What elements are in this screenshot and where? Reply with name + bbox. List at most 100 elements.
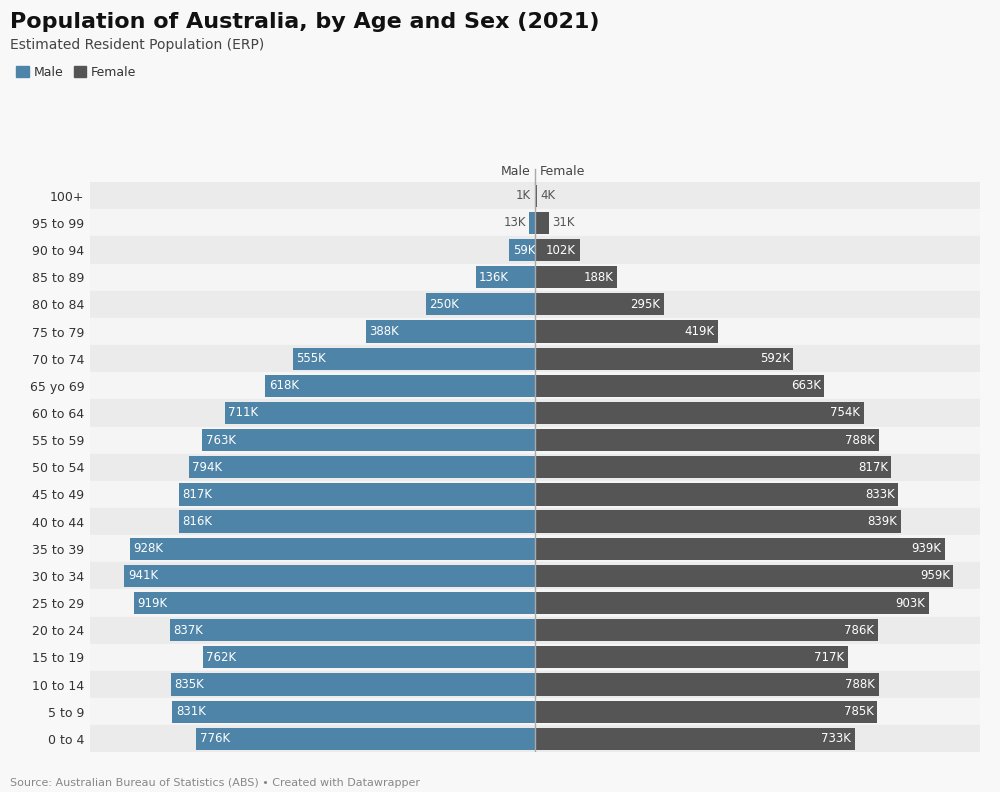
Text: 786K: 786K	[844, 624, 874, 637]
Bar	[90, 237, 980, 264]
Bar	[90, 617, 980, 644]
Text: Estimated Resident Population (ERP): Estimated Resident Population (ERP)	[10, 38, 264, 52]
Text: 31K: 31K	[552, 216, 575, 230]
Bar	[90, 698, 980, 725]
Bar	[535, 321, 718, 343]
Bar	[225, 402, 535, 424]
Text: 295K: 295K	[630, 298, 660, 310]
Text: 13K: 13K	[503, 216, 526, 230]
Text: 817K: 817K	[858, 461, 888, 474]
Bar	[535, 429, 879, 451]
Bar	[203, 646, 535, 668]
Text: Female: Female	[539, 165, 585, 178]
Text: 555K: 555K	[296, 352, 326, 365]
Legend: Male, Female: Male, Female	[16, 66, 136, 78]
Bar	[170, 619, 535, 642]
Bar	[90, 399, 980, 427]
Bar	[535, 293, 664, 315]
Bar	[90, 644, 980, 671]
Text: 754K: 754K	[830, 406, 860, 420]
Bar	[196, 728, 535, 750]
Bar	[171, 673, 535, 695]
Bar	[90, 291, 980, 318]
Bar	[90, 209, 980, 237]
Bar	[90, 589, 980, 617]
Bar	[265, 375, 535, 397]
Bar	[535, 538, 945, 560]
Bar	[535, 348, 793, 370]
Bar	[134, 592, 535, 614]
Bar	[90, 345, 980, 372]
Text: 785K: 785K	[844, 705, 874, 718]
Bar	[90, 481, 980, 508]
Bar	[535, 211, 549, 234]
Text: Male: Male	[501, 165, 531, 178]
Bar	[90, 264, 980, 291]
Bar	[90, 182, 980, 209]
Bar	[535, 646, 848, 668]
Bar	[90, 535, 980, 562]
Bar	[202, 429, 535, 451]
Text: 941K: 941K	[128, 569, 158, 582]
Text: Source: Australian Bureau of Statistics (ABS) • Created with Datawrapper: Source: Australian Bureau of Statistics …	[10, 778, 420, 788]
Bar	[535, 728, 855, 750]
Text: 618K: 618K	[269, 379, 299, 392]
Bar	[535, 592, 929, 614]
Bar	[130, 538, 535, 560]
Text: 839K: 839K	[868, 515, 898, 528]
Bar	[535, 619, 878, 642]
Bar	[535, 456, 891, 478]
Bar	[535, 402, 864, 424]
Bar	[179, 511, 535, 533]
Bar	[476, 266, 535, 288]
Text: 663K: 663K	[791, 379, 821, 392]
Bar	[179, 483, 535, 505]
Text: 837K: 837K	[173, 624, 203, 637]
Text: 817K: 817K	[182, 488, 212, 501]
Text: 835K: 835K	[174, 678, 204, 691]
Text: 136K: 136K	[479, 271, 509, 284]
Text: 939K: 939K	[911, 543, 941, 555]
Text: 711K: 711K	[228, 406, 258, 420]
Bar	[535, 673, 879, 695]
Text: 419K: 419K	[684, 325, 714, 338]
Text: 250K: 250K	[429, 298, 459, 310]
Bar	[124, 565, 535, 587]
Text: 833K: 833K	[865, 488, 895, 501]
Bar	[535, 565, 953, 587]
Bar	[172, 701, 535, 723]
Text: 831K: 831K	[176, 705, 206, 718]
Text: Population of Australia, by Age and Sex (2021): Population of Australia, by Age and Sex …	[10, 12, 600, 32]
Bar	[535, 701, 877, 723]
Text: 762K: 762K	[206, 651, 236, 664]
Text: 928K: 928K	[134, 543, 164, 555]
Text: 794K: 794K	[192, 461, 222, 474]
Bar	[426, 293, 535, 315]
Text: 717K: 717K	[814, 651, 844, 664]
Bar	[90, 725, 980, 752]
Bar	[90, 427, 980, 454]
Text: 4K: 4K	[540, 189, 555, 202]
Bar	[509, 239, 535, 261]
Bar	[293, 348, 535, 370]
Text: 959K: 959K	[920, 569, 950, 582]
Text: 788K: 788K	[845, 434, 875, 447]
Bar	[189, 456, 535, 478]
Bar	[535, 483, 898, 505]
Text: 188K: 188K	[584, 271, 614, 284]
Bar	[366, 321, 535, 343]
Text: 733K: 733K	[821, 733, 851, 745]
Bar	[535, 239, 580, 261]
Bar	[529, 211, 535, 234]
Text: 776K: 776K	[200, 733, 230, 745]
Text: 816K: 816K	[182, 515, 212, 528]
Text: 592K: 592K	[760, 352, 790, 365]
Bar	[90, 508, 980, 535]
Text: 59K: 59K	[513, 244, 535, 257]
Bar	[90, 318, 980, 345]
Text: 1K: 1K	[516, 189, 531, 202]
Bar	[535, 375, 824, 397]
Text: 763K: 763K	[206, 434, 236, 447]
Text: 903K: 903K	[896, 596, 925, 610]
Text: 919K: 919K	[138, 596, 168, 610]
